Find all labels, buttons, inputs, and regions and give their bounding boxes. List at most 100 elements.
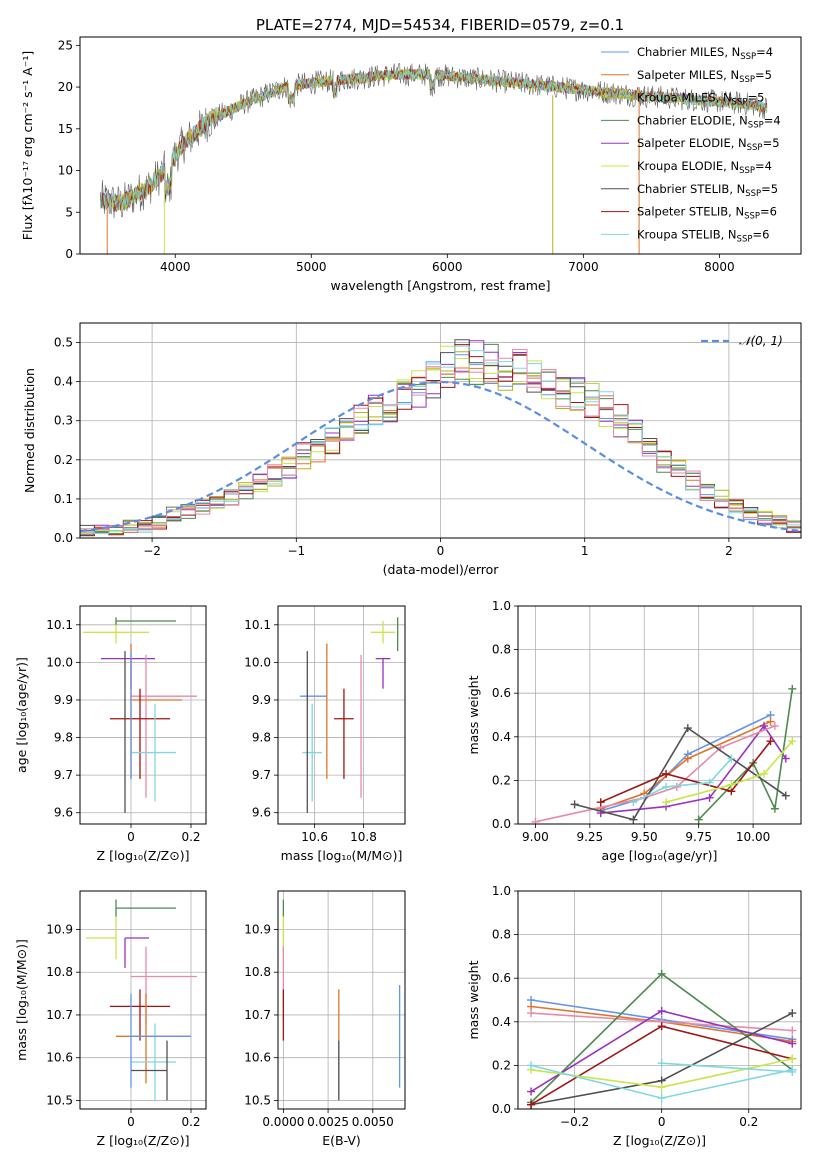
y-tick-label: 0.2 <box>492 1058 511 1072</box>
weight-marker <box>705 778 714 787</box>
axes-frame <box>79 605 207 825</box>
x-axis-label: Z [log₁₀(Z/Z⊙)] <box>97 848 190 863</box>
legend-suffix: =5 <box>747 91 764 105</box>
weight-line-2 <box>600 720 771 810</box>
weight-marker <box>527 1061 536 1070</box>
panel-mass_vs_Z: 0 0.2 10.5 10.6 10.7 10.8 10.9 Z [log₁₀(Z/Z⊙)] m… <box>14 890 207 1148</box>
plot-area <box>100 63 768 254</box>
y-tick-label: 0.0 <box>492 1102 511 1116</box>
weight-line-7 <box>600 740 772 803</box>
axes-frame <box>79 36 802 255</box>
weight-marker <box>570 800 579 809</box>
weight-line-6 <box>574 726 787 821</box>
y-axis-label: Flux [fλ10⁻¹⁷ erg cm⁻² s⁻¹ A⁻¹] <box>20 51 35 240</box>
weight-marker <box>727 754 736 763</box>
y-tick-label: 9.7 <box>252 768 271 782</box>
y-tick-label: 10.7 <box>46 1008 73 1022</box>
y-tick-label: 10.7 <box>244 1008 271 1022</box>
y-tick-label: 10.5 <box>244 1093 271 1107</box>
legend-label: Salpeter ELODIE, NSSP=5 <box>637 136 780 153</box>
gaussian-curve <box>80 380 799 533</box>
x-axis-label: mass [log₁₀(M/M⊙)] <box>281 848 403 863</box>
y-tick-label: 0.5 <box>54 336 73 350</box>
y-axis-label: age [log₁₀(age/yr)] <box>14 657 29 773</box>
legend-label: Kroupa MILES, NSSP=5 <box>637 91 764 108</box>
y-tick-label: 9.6 <box>54 806 73 820</box>
axes-frame <box>277 605 406 825</box>
y-axis-label: mass weight <box>466 960 481 1039</box>
y-tick-label: 0.3 <box>54 414 73 428</box>
y-tick-label: 5 <box>65 205 73 219</box>
legend-name: Kroupa MILES, N <box>637 91 732 105</box>
legend-suffix: =6 <box>752 227 769 241</box>
legend-name: Chabrier STELIB, N <box>637 182 745 196</box>
weight-marker <box>781 754 790 763</box>
y-tick-label: 10.8 <box>46 965 73 979</box>
y-tick-label: 0.2 <box>54 453 73 467</box>
legend-sub: SSP <box>745 189 761 199</box>
y-tick-label: 0.2 <box>492 773 511 787</box>
legend-sub: SSP <box>748 120 764 130</box>
weight-marker <box>705 793 714 802</box>
legend-label: Kroupa ELODIE, NSSP=4 <box>637 159 772 176</box>
x-tick-label: 10.8 <box>350 830 377 844</box>
x-tick-label: 2 <box>725 544 733 558</box>
y-tick-label: 10.9 <box>46 922 73 936</box>
legend-name: Salpeter MILES, N <box>637 68 739 82</box>
legend-label: Chabrier STELIB, NSSP=5 <box>637 182 778 199</box>
hist-step-7 <box>80 339 801 533</box>
weight-marker <box>788 1054 797 1063</box>
legend-suffix: =4 <box>764 113 781 127</box>
x-tick-label: −2 <box>143 544 161 558</box>
y-tick-label: 1.0 <box>492 884 511 898</box>
legend-sub: SSP <box>739 166 755 176</box>
legend-suffix: =4 <box>756 45 773 59</box>
y-tick-label: 1.0 <box>492 599 511 613</box>
y-tick-label: 10 <box>58 164 73 178</box>
weight-line-5 <box>698 688 794 821</box>
weight-marker <box>672 782 681 791</box>
y-tick-label: 15 <box>58 122 73 136</box>
x-axis-label: Z [log₁₀(Z/Z⊙)] <box>613 1133 706 1148</box>
x-tick-label: 0 <box>437 544 445 558</box>
legend-label: Chabrier MILES, NSSP=4 <box>637 45 773 62</box>
weight-line-3 <box>600 724 787 814</box>
weight-marker <box>694 815 703 824</box>
legend-sub: SSP <box>737 234 753 244</box>
x-axis-label: E(B-V) <box>322 1133 361 1148</box>
x-axis-label: age [log₁₀(age/yr)] <box>602 848 718 863</box>
y-tick-label: 0.0 <box>492 817 511 831</box>
axes-frame <box>517 890 802 1110</box>
x-tick-label: 6000 <box>432 260 463 274</box>
weight-marker <box>662 798 671 807</box>
y-tick-label: 0.4 <box>54 375 73 389</box>
weight-line-8 <box>665 740 793 803</box>
plot-area <box>80 323 801 538</box>
plot-area <box>80 891 206 1109</box>
weight-marker <box>657 1059 666 1068</box>
y-tick-label: 0.6 <box>492 971 511 985</box>
y-tick-label: 10.9 <box>244 922 271 936</box>
x-tick-label: 5000 <box>296 260 327 274</box>
x-tick-label: 9.50 <box>631 830 658 844</box>
legend-name: Salpeter STELIB, N <box>637 205 744 219</box>
plot-area <box>278 606 405 824</box>
y-tick-label: 0.0 <box>54 531 73 545</box>
weight-marker <box>527 1100 536 1109</box>
y-tick-label: 0.6 <box>492 686 511 700</box>
weight-marker <box>657 1094 666 1103</box>
y-tick-label: 9.8 <box>252 731 271 745</box>
weight-marker <box>788 737 797 746</box>
weight-marker <box>657 1006 666 1015</box>
x-tick-label: 9.25 <box>576 830 603 844</box>
x-tick-label: −1 <box>287 544 305 558</box>
legend-label: Salpeter MILES, NSSP=5 <box>637 68 772 85</box>
x-tick-label: 0 <box>658 1115 666 1129</box>
weight-marker <box>657 1083 666 1092</box>
panel-residuals: −2 −1 0 1 2 0.0 0.1 0.2 0.3 0.4 0.5 (data-model)/er… <box>22 322 802 577</box>
y-tick-label: 9.7 <box>54 768 73 782</box>
figure-title: PLATE=2774, MJD=54534, FIBERID=0579, z=0… <box>256 16 624 34</box>
weight-marker <box>788 1039 797 1048</box>
hist-step-10 <box>80 349 801 533</box>
